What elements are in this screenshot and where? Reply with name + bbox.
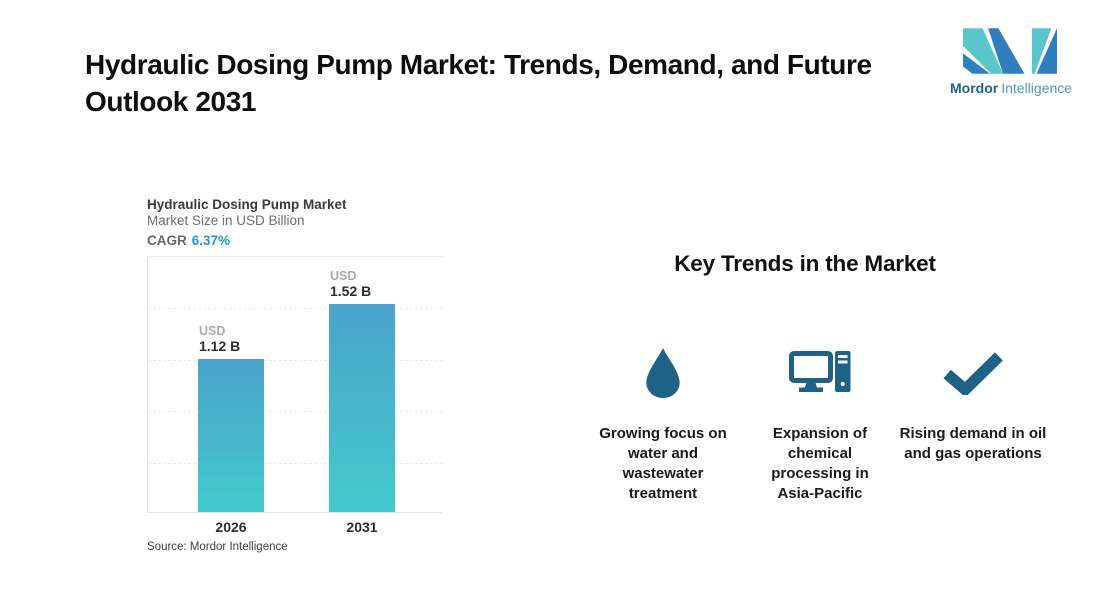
value-label: 1.52 B: [330, 283, 372, 299]
chart-header: Hydraulic Dosing Pump Market Market Size…: [147, 197, 347, 228]
gridline: [148, 463, 443, 464]
chart-subtitle: Market Size in USD Billion: [147, 213, 305, 228]
trend-item-chemical-processing: Expansion of chemical processing in Asia…: [740, 346, 900, 504]
source-note: Source: Mordor Intelligence: [147, 541, 288, 553]
gridline: [148, 360, 443, 361]
gridline: [148, 411, 443, 412]
trends-heading: Key Trends in the Market: [674, 251, 936, 276]
trend-text: Growing focus on water and wastewater tr…: [599, 425, 727, 502]
bar-chart-plot-area: USD 1.12 B USD 1.52 B 2026 2031: [147, 256, 443, 535]
gridline: [148, 308, 443, 309]
x-axis-label-2031: 2031: [346, 519, 378, 535]
logo-wordmark: Mordor Intelligence: [950, 80, 1073, 96]
trend-item-water-treatment: Growing focus on water and wastewater tr…: [583, 346, 743, 504]
logo-mark-icon: [963, 28, 1057, 74]
trend-text: Expansion of chemical processing in Asia…: [771, 425, 869, 502]
cagr-value: 6.37%: [191, 233, 231, 248]
bar-2031: [329, 304, 395, 512]
chart-title: Hydraulic Dosing Pump Market: [147, 197, 347, 212]
water-drop-icon: [583, 346, 743, 400]
cagr-label: CAGR: [147, 233, 187, 248]
logo-brand-regular: Intelligence: [1001, 80, 1073, 96]
value-label: 1.12 B: [199, 338, 241, 354]
desktop-computer-icon: [740, 346, 900, 400]
mordor-intelligence-logo: Mordor Intelligence: [950, 28, 1073, 96]
cagr-line: CAGR 6.37%: [147, 233, 230, 248]
currency-label: USD: [330, 269, 357, 283]
page-title: Hydraulic Dosing Pump Market: Trends, De…: [85, 49, 872, 117]
trend-item-oil-gas: Rising demand in oil and gas operations: [893, 346, 1053, 464]
trend-text: Rising demand in oil and gas operations: [899, 425, 1047, 462]
currency-label: USD: [199, 324, 226, 338]
bar-2026: [198, 359, 264, 512]
bar-data-label-2031: USD 1.52 B: [330, 269, 371, 298]
checkmark-icon: [893, 346, 1053, 400]
logo-brand-bold: Mordor: [950, 80, 999, 96]
bar-data-label-2026: USD 1.12 B: [199, 324, 240, 353]
x-axis-label-2026: 2026: [215, 519, 247, 535]
